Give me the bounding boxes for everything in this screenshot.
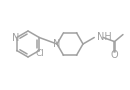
Text: O: O bbox=[111, 50, 118, 60]
Text: N: N bbox=[12, 32, 19, 42]
Text: N: N bbox=[53, 39, 60, 49]
Text: Cl: Cl bbox=[36, 49, 45, 58]
Text: NH: NH bbox=[97, 31, 112, 41]
